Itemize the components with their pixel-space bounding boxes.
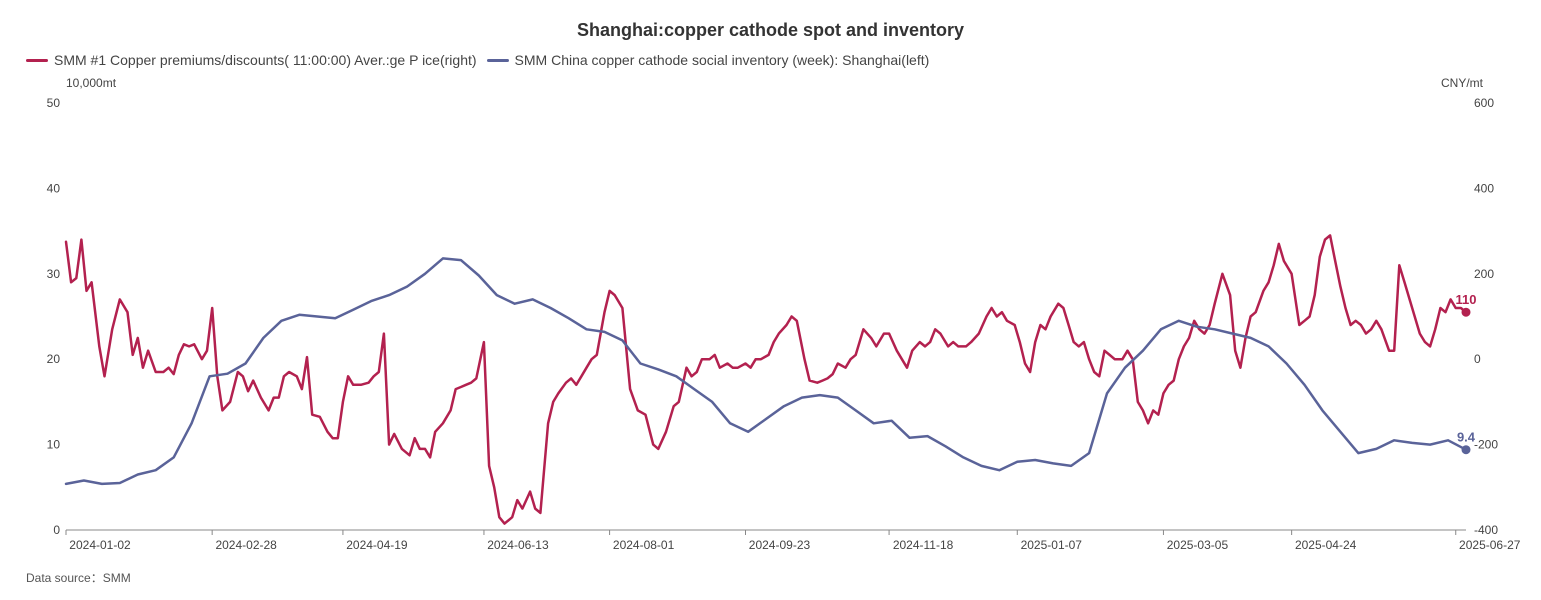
- x-axis-tick-label: 2024-01-02: [69, 538, 131, 552]
- chart-legend: SMM #1 Copper premiums/discounts( 11:00:…: [26, 52, 939, 68]
- left-axis-tick-label: 40: [47, 181, 61, 195]
- right-axis-tick-label: 400: [1474, 181, 1494, 195]
- x-axis-tick-label: 2024-11-18: [893, 538, 954, 552]
- right-axis-tick-label: 600: [1474, 96, 1494, 110]
- x-axis-tick-label: 2025-03-05: [1167, 538, 1229, 552]
- data-source-note: Data source：SMM: [26, 571, 131, 585]
- legend-swatch-premium: [26, 58, 48, 62]
- right-axis-tick-label: 0: [1474, 352, 1481, 366]
- end-label-inventory: 9.4: [1457, 430, 1476, 445]
- legend-swatch-inventory: [486, 58, 509, 62]
- series-line-premium: [64, 234, 1468, 525]
- series-line-inventory: [64, 257, 1468, 486]
- x-axis-tick-label: 2024-02-28: [215, 538, 277, 552]
- right-axis-tick-label: 200: [1474, 267, 1494, 281]
- x-axis-tick-label: 2024-09-23: [749, 538, 811, 552]
- end-label-premium: 110: [1456, 292, 1477, 307]
- end-point-inventory: [1461, 445, 1471, 455]
- x-axis-tick-label: 2025-01-07: [1021, 538, 1083, 552]
- x-axis-tick-label: 2024-06-13: [487, 538, 549, 552]
- x-axis-tick-label: 2025-04-24: [1295, 538, 1357, 552]
- left-axis-tick-label: 30: [47, 267, 61, 281]
- left-axis-unit: 10,000mt: [66, 76, 117, 90]
- legend-item-premium[interactable]: SMM #1 Copper premiums/discounts( 11:00:…: [26, 52, 477, 68]
- legend-label-premium: SMM #1 Copper premiums/discounts( 11:00:…: [54, 52, 477, 68]
- left-axis-tick-label: 10: [47, 438, 61, 452]
- left-axis-tick-label: 20: [47, 352, 61, 366]
- x-axis-tick-label: 2025-06-27: [1459, 538, 1521, 552]
- right-axis-tick-label: -200: [1474, 438, 1498, 452]
- chart-title: Shanghai:copper cathode spot and invento…: [576, 20, 965, 40]
- end-point-premium: [1461, 307, 1471, 317]
- x-axis-tick-label: 2024-04-19: [346, 538, 408, 552]
- right-axis-tick-label: -400: [1474, 523, 1498, 537]
- x-axis-tick-label: 2024-08-01: [613, 538, 675, 552]
- left-axis-tick-label: 50: [47, 96, 61, 110]
- left-axis-tick-label: 0: [53, 523, 60, 537]
- legend-label-inventory: SMM China copper cathode social inventor…: [514, 52, 930, 68]
- right-axis-unit: CNY/mt: [1441, 76, 1483, 90]
- legend-item-inventory[interactable]: SMM China copper cathode social inventor…: [486, 52, 930, 68]
